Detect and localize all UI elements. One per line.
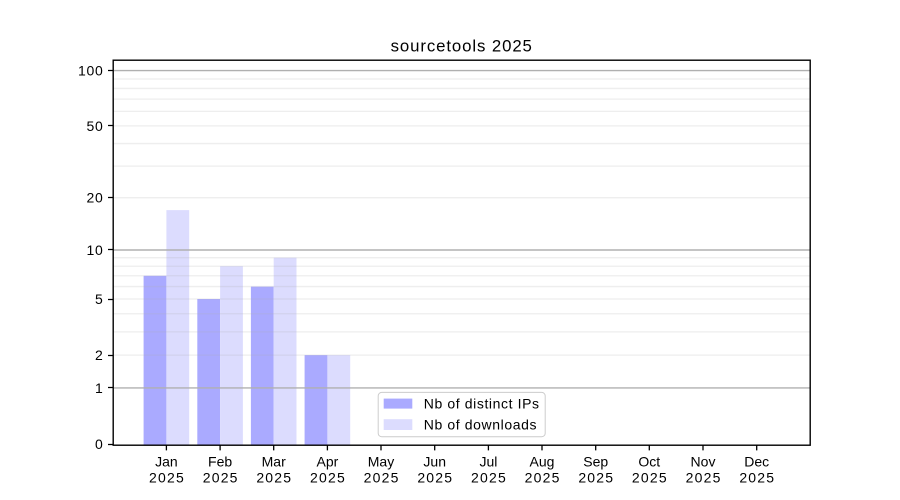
svg-text:2025: 2025 <box>525 469 561 485</box>
svg-text:1: 1 <box>95 380 104 396</box>
svg-text:Nb of distinct IPs: Nb of distinct IPs <box>424 396 540 412</box>
svg-text:Nb of downloads: Nb of downloads <box>424 416 537 432</box>
svg-text:Mar: Mar <box>262 453 286 469</box>
svg-text:2025: 2025 <box>364 469 400 485</box>
svg-text:2025: 2025 <box>310 469 346 485</box>
svg-text:Feb: Feb <box>208 453 232 469</box>
svg-text:0: 0 <box>95 436 104 452</box>
svg-text:2025: 2025 <box>203 469 239 485</box>
svg-text:Dec: Dec <box>744 453 769 469</box>
svg-text:2025: 2025 <box>256 469 292 485</box>
svg-text:2025: 2025 <box>632 469 668 485</box>
svg-text:10: 10 <box>87 242 104 258</box>
svg-text:Jan: Jan <box>155 453 178 469</box>
svg-text:50: 50 <box>87 118 104 134</box>
svg-text:2025: 2025 <box>739 469 775 485</box>
svg-text:20: 20 <box>87 190 104 206</box>
svg-text:2025: 2025 <box>417 469 453 485</box>
svg-text:Sep: Sep <box>583 453 608 469</box>
svg-text:5: 5 <box>95 291 104 307</box>
svg-text:2025: 2025 <box>471 469 507 485</box>
svg-text:2025: 2025 <box>686 469 722 485</box>
svg-text:2025: 2025 <box>149 469 185 485</box>
svg-text:Nov: Nov <box>691 453 716 469</box>
svg-text:2025: 2025 <box>578 469 614 485</box>
svg-text:Oct: Oct <box>638 453 660 469</box>
svg-text:Jun: Jun <box>423 453 446 469</box>
svg-text:Aug: Aug <box>530 453 555 469</box>
svg-text:2: 2 <box>95 347 104 363</box>
svg-text:Jul: Jul <box>479 453 497 469</box>
svg-text:Apr: Apr <box>317 453 339 469</box>
svg-text:sourcetools 2025: sourcetools 2025 <box>391 37 533 56</box>
svg-text:100: 100 <box>78 63 103 79</box>
svg-text:May: May <box>368 453 394 469</box>
